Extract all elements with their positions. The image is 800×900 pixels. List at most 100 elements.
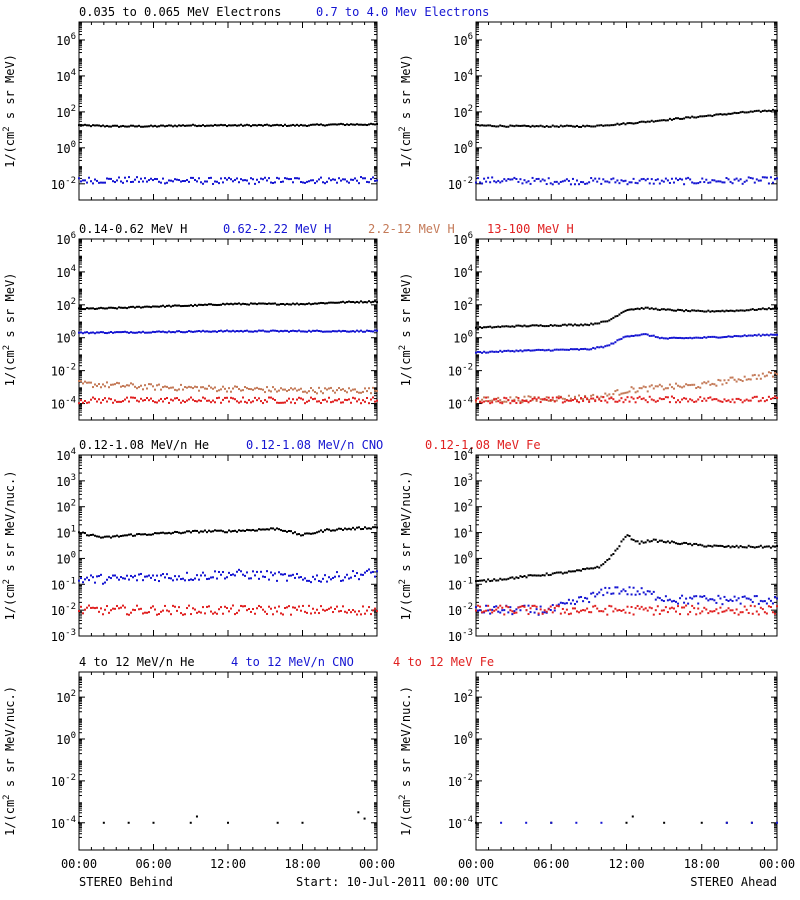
data-point: [509, 325, 512, 328]
data-point: [537, 574, 540, 577]
data-point: [648, 120, 651, 123]
data-point: [106, 381, 108, 384]
data-point: [228, 330, 230, 333]
data-point: [553, 400, 556, 403]
data-point: [208, 399, 210, 402]
data-point: [567, 598, 570, 601]
data-point: [652, 308, 655, 311]
data-point: [198, 531, 200, 534]
data-point: [240, 123, 242, 126]
data-point: [84, 380, 86, 383]
data-point: [654, 179, 657, 182]
data-point: [308, 399, 310, 402]
data-point: [96, 606, 98, 609]
data-point: [578, 611, 581, 614]
data-point: [196, 125, 198, 128]
data-point: [527, 395, 530, 398]
data-point: [78, 380, 80, 383]
data-point: [670, 177, 673, 180]
data-point: [541, 611, 544, 614]
data-point: [108, 125, 110, 128]
data-point: [224, 330, 226, 333]
data-point: [236, 385, 238, 388]
data-point: [190, 578, 192, 581]
data-point: [302, 604, 304, 607]
data-point: [743, 605, 746, 608]
data-point: [138, 573, 140, 576]
data-point: [527, 349, 530, 352]
data-point: [354, 397, 356, 400]
data-point: [236, 330, 238, 333]
data-point: [196, 330, 198, 333]
data-point: [276, 579, 278, 582]
data-point: [723, 379, 726, 382]
data-point: [112, 401, 114, 404]
data-point: [614, 341, 617, 344]
data-point: [104, 385, 106, 388]
data-point: [650, 540, 653, 543]
data-point: [683, 385, 686, 388]
data-point: [150, 576, 152, 579]
data-point: [505, 179, 508, 182]
data-point: [590, 177, 593, 180]
data-point: [100, 386, 102, 389]
data-point: [324, 124, 326, 127]
data-point: [127, 821, 130, 824]
data-point: [578, 569, 581, 572]
data-point: [757, 109, 760, 112]
data-point: [776, 544, 778, 547]
data-point: [178, 179, 180, 182]
data-point: [202, 386, 204, 389]
data-point: [628, 390, 631, 393]
data-point: [210, 610, 212, 613]
data-point: [288, 605, 290, 608]
data-point: [108, 386, 110, 389]
y-tick-label: 106: [56, 231, 76, 247]
data-point: [608, 587, 611, 590]
data-point: [198, 399, 200, 402]
data-point: [104, 581, 106, 584]
data-point: [186, 124, 188, 127]
data-point: [638, 334, 641, 337]
data-point: [204, 180, 206, 183]
data-point: [132, 305, 134, 308]
data-point: [751, 396, 754, 399]
data-point: [178, 398, 180, 401]
data-point: [206, 578, 208, 581]
data-point: [717, 399, 720, 402]
data-point: [102, 821, 105, 824]
data-point: [765, 333, 768, 336]
data-point: [238, 401, 240, 404]
data-point: [342, 388, 344, 391]
data-point: [216, 180, 218, 183]
data-point: [282, 529, 284, 532]
data-point: [106, 177, 108, 180]
data-point: [242, 605, 244, 608]
data-point: [745, 398, 748, 401]
data-point: [519, 178, 522, 181]
data-point: [344, 301, 346, 304]
data-point: [656, 308, 659, 311]
data-point: [529, 349, 532, 352]
data-point: [202, 304, 204, 307]
data-point: [116, 534, 118, 537]
data-point: [618, 182, 621, 185]
data-point: [543, 325, 546, 328]
data-point: [232, 573, 234, 576]
data-point: [352, 609, 354, 612]
data-point: [152, 179, 154, 182]
data-point: [755, 395, 758, 398]
data-point: [668, 541, 671, 544]
data-point: [549, 609, 552, 612]
data-point: [545, 125, 548, 128]
data-point: [266, 330, 268, 333]
data-point: [610, 592, 613, 595]
data-point: [152, 330, 154, 333]
data-point: [174, 388, 176, 391]
data-point: [749, 598, 752, 601]
data-point: [751, 546, 754, 549]
data-point: [368, 568, 370, 571]
data-point: [296, 302, 298, 305]
data-point: [632, 586, 635, 589]
data-point: [670, 606, 673, 609]
